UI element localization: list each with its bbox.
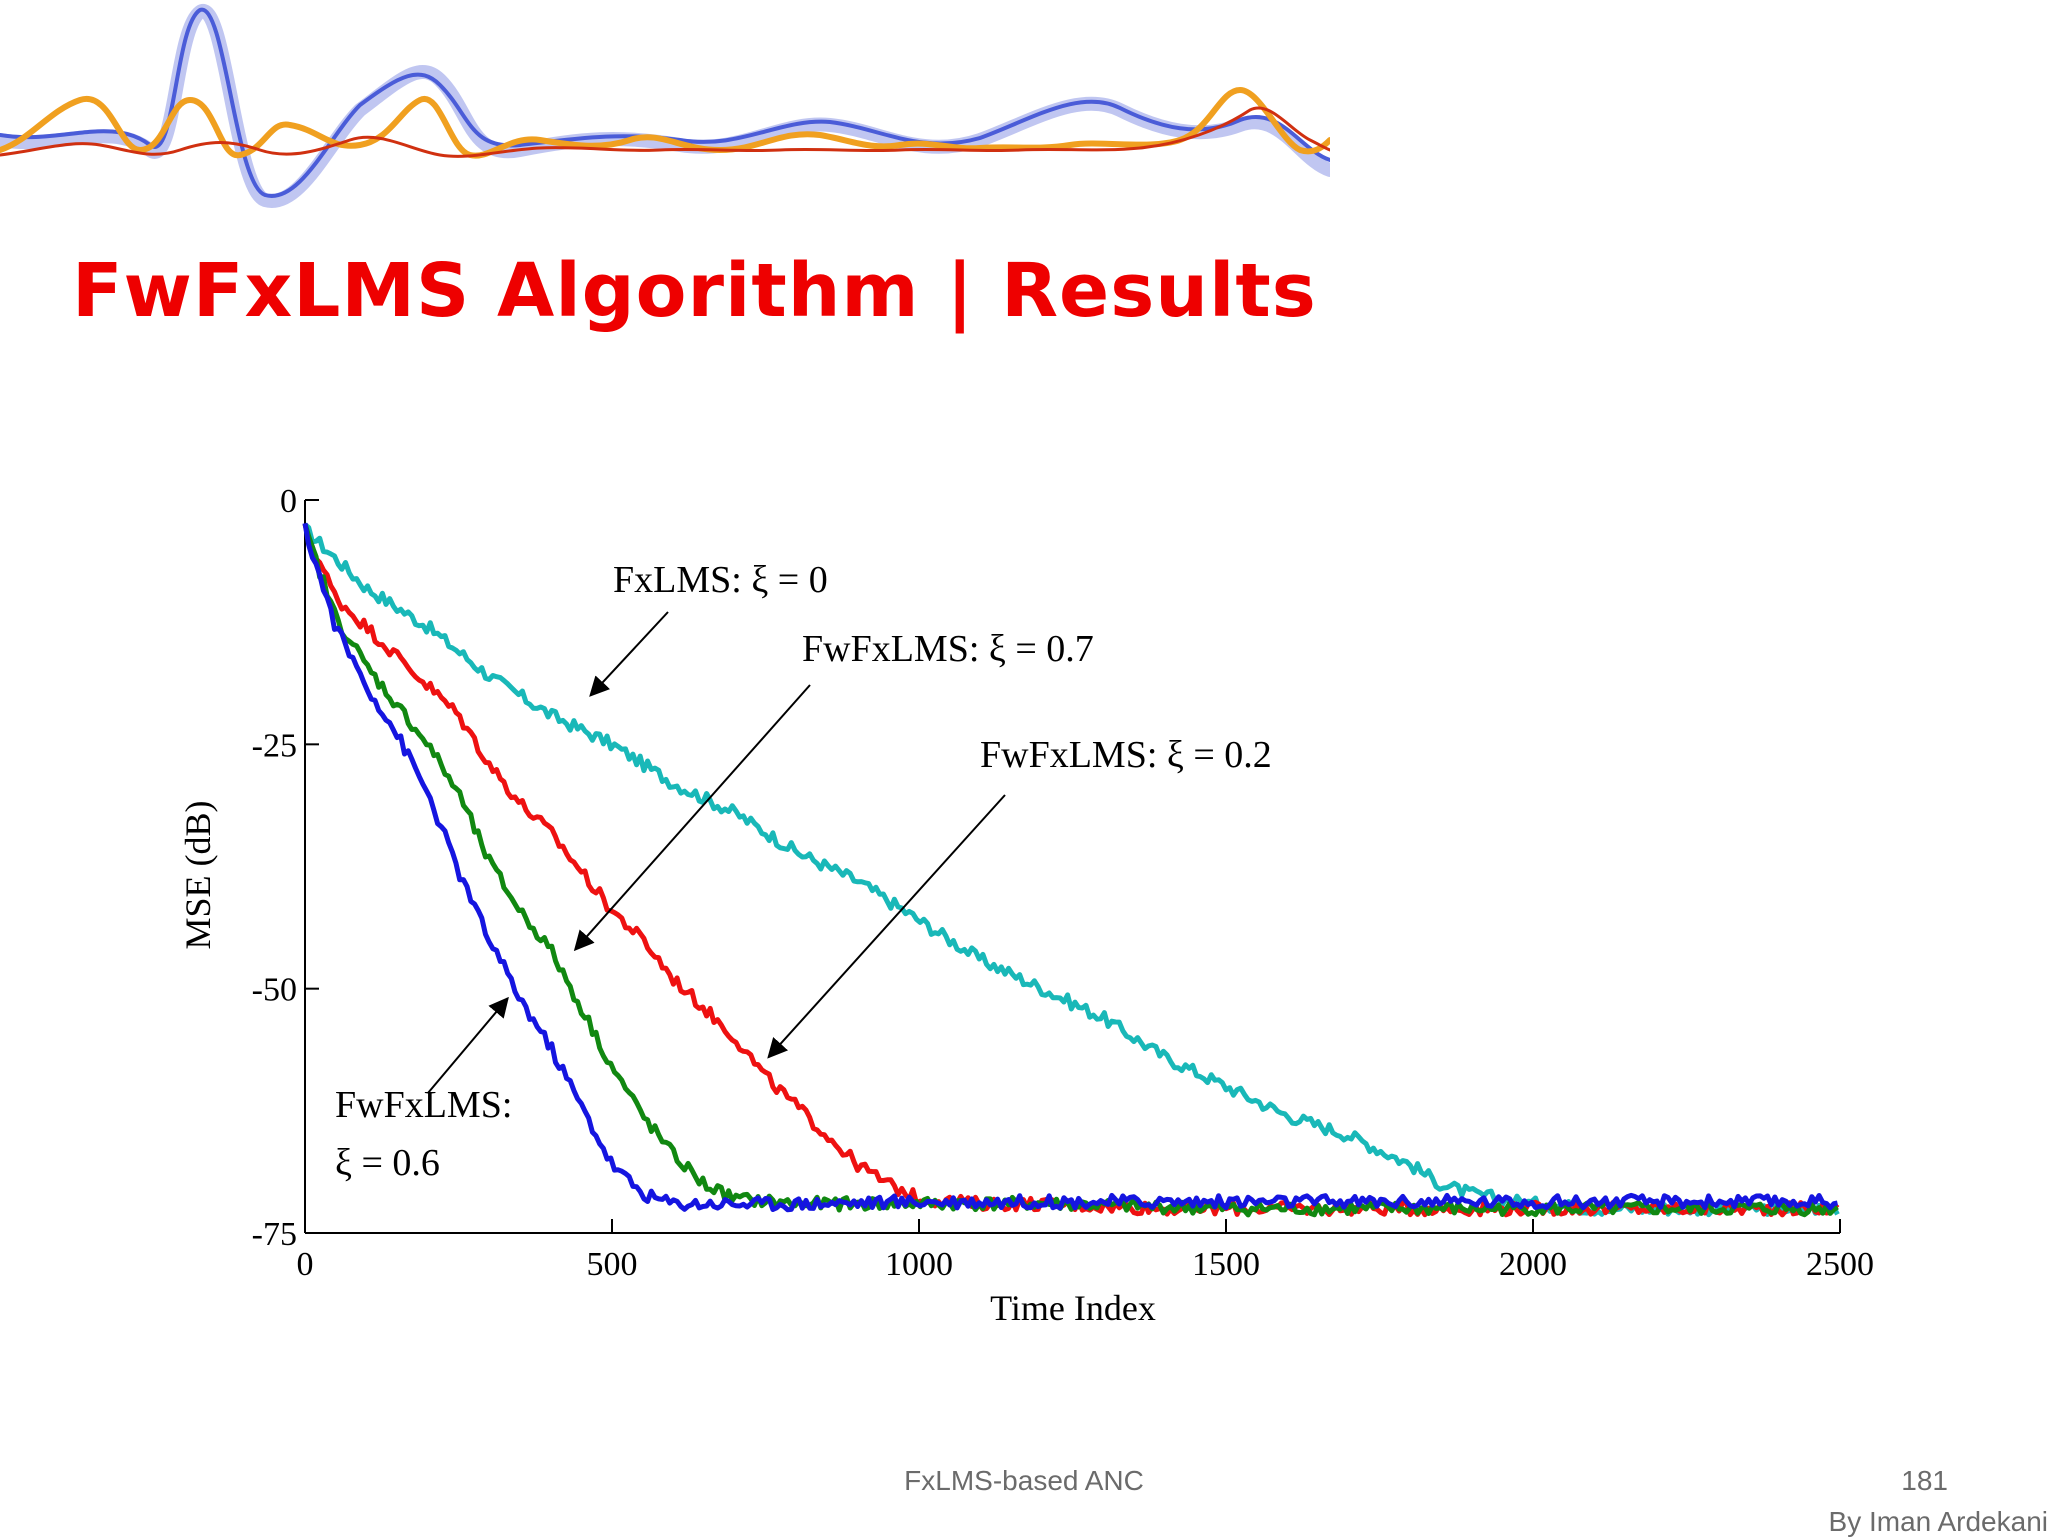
y-tick-label: -50 <box>252 972 297 1009</box>
annotation-label: FwFxLMS: <box>335 1084 512 1126</box>
y-axis-title: MSE (dB) <box>178 800 218 949</box>
annotation-arrow <box>573 684 811 952</box>
page-number: 181 <box>1901 1465 1948 1496</box>
y-tick-label: 0 <box>280 483 297 520</box>
series-line-4 <box>302 522 1839 1213</box>
annotation-1: FxLMS: ξ = 0 <box>589 559 828 697</box>
footer-author: By Iman Ardekani <box>1828 1506 2048 1537</box>
mse-line-chart: 0 500 1000 1500 2000 2500 0 -25 -50 -75 FxLMS: ξ … <box>178 483 1874 1328</box>
annotation-3: FwFxLMS: ξ = 0.2 <box>767 734 1272 1059</box>
x-axis-title: Time Index <box>990 1288 1156 1328</box>
annotation-arrow <box>589 611 669 697</box>
x-tick-label: 2500 <box>1806 1246 1874 1283</box>
annotation-label: FxLMS: ξ = 0 <box>613 559 828 601</box>
x-tick-label: 1500 <box>1192 1246 1260 1283</box>
chart-axes: 0 500 1000 1500 2000 2500 0 -25 -50 -75 <box>252 483 1874 1283</box>
annotation-arrow <box>427 996 509 1094</box>
x-tick-label: 0 <box>297 1246 314 1283</box>
footer-topic: FxLMS-based ANC <box>904 1465 1144 1496</box>
slide-title: FwFxLMS Algorithm | Results <box>72 248 1317 334</box>
annotation-value: ξ = 0.6 <box>335 1142 440 1184</box>
x-tick-label: 500 <box>587 1246 638 1283</box>
x-tick-label: 2000 <box>1499 1246 1567 1283</box>
annotation-arrow <box>767 794 1006 1059</box>
annotation-label: FwFxLMS: ξ = 0.2 <box>980 734 1272 776</box>
chart-annotations: FxLMS: ξ = 0 FwFxLMS: ξ = 0.7 FwFxLMS: ξ =… <box>335 559 1272 1184</box>
annotation-4: FwFxLMS: ξ = 0.6 <box>335 996 512 1184</box>
banner-orange-wave <box>0 86 1330 159</box>
chart-series <box>302 522 1840 1218</box>
annotation-2: FwFxLMS: ξ = 0.7 <box>573 628 1094 952</box>
annotation-label: FwFxLMS: ξ = 0.7 <box>802 628 1094 670</box>
banner-red-wave <box>0 106 1330 158</box>
x-tick-label: 1000 <box>885 1246 953 1283</box>
y-tick-label: -25 <box>252 727 297 764</box>
y-tick-label: -75 <box>252 1216 297 1253</box>
wave-banner-image <box>0 4 1330 208</box>
